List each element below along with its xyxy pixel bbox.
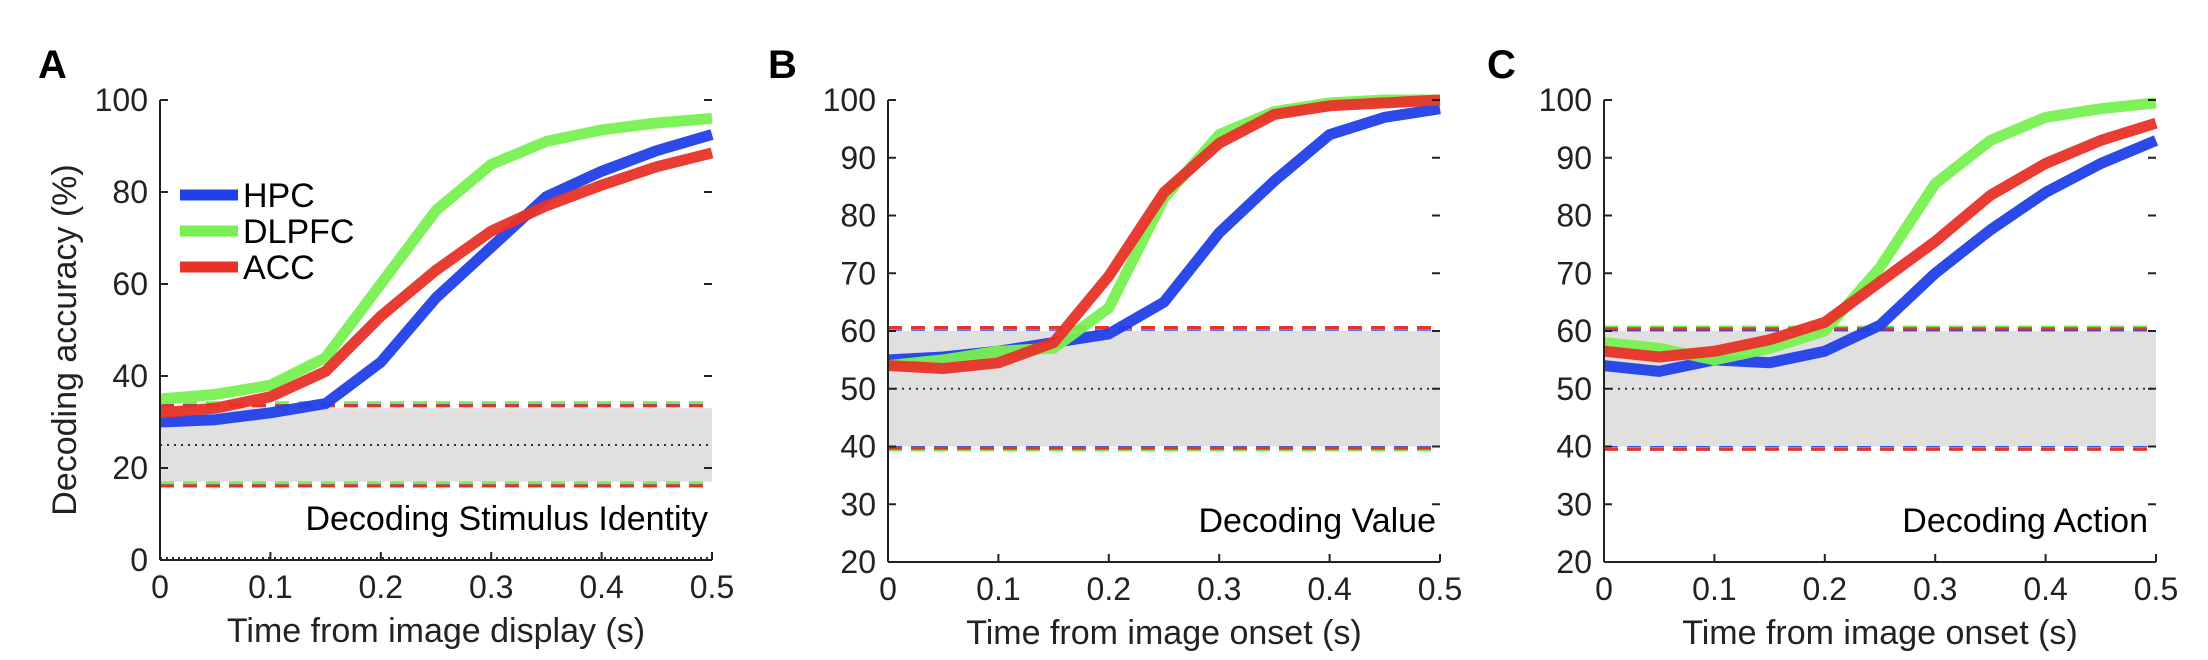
- series-line-acc: [887, 94, 1441, 374]
- series-line-dlpfc: [159, 112, 713, 405]
- series-line-hpc: [159, 129, 714, 428]
- x-tick-label: 0.1: [976, 571, 1020, 607]
- y-tick-label: 100: [95, 82, 148, 118]
- y-tick-label: 30: [1556, 486, 1592, 522]
- y-tick-label: 20: [1556, 544, 1592, 580]
- panel-c: 0 0.1 0.2 0.3 0.4 0.5 20 30 40 50 60 70 80 90 100 Time …: [1487, 43, 2178, 652]
- y-tick-label: 90: [1556, 140, 1592, 176]
- x-tick-label: 0: [879, 571, 897, 607]
- x-tick-label: 0.2: [1087, 571, 1131, 607]
- series-line-acc: [1603, 117, 2158, 363]
- y-tick-label: 70: [840, 255, 876, 291]
- x-tick-label: 0.1: [1692, 571, 1736, 607]
- panel-title: Decoding Action: [1902, 502, 2148, 540]
- x-tick-label: 0.3: [1913, 571, 1957, 607]
- series-line-dlpfc: [887, 94, 1440, 372]
- x-tick-label: 0.5: [690, 569, 734, 605]
- y-tick-label: 0: [130, 542, 148, 578]
- y-tick-label: 20: [840, 544, 876, 580]
- x-tick-label: 0.2: [359, 569, 403, 605]
- x-tick-label: 0.3: [1197, 571, 1241, 607]
- x-tick-label: 0.4: [1307, 571, 1351, 607]
- panel-letter: A: [38, 43, 67, 87]
- y-tick-label: 40: [112, 358, 148, 394]
- panel-letter: B: [768, 43, 797, 87]
- panel-letter: C: [1487, 43, 1516, 87]
- series-line-acc: [159, 147, 714, 419]
- y-tick-label: 90: [840, 140, 876, 176]
- y-tick-label: 60: [112, 266, 148, 302]
- x-tick-label: 0.5: [1418, 571, 1462, 607]
- y-tick-label: 50: [840, 371, 876, 407]
- x-axis-label: Time from image display (s): [227, 612, 645, 650]
- y-tick-label: 60: [1556, 313, 1592, 349]
- x-axis-label: Time from image onset (s): [966, 614, 1362, 652]
- x-axis-label: Time from image onset (s): [1682, 614, 2078, 652]
- legend-label-dlpfc: DLPFC: [243, 213, 354, 251]
- panel-title: Decoding Stimulus Identity: [305, 500, 708, 538]
- y-tick-label: 80: [1556, 198, 1592, 234]
- y-tick-label: 60: [840, 313, 876, 349]
- series-line-hpc: [1603, 135, 2159, 377]
- y-tick-label: 80: [112, 174, 148, 210]
- legend-label-acc: ACC: [243, 249, 315, 287]
- y-tick-label: 80: [840, 198, 876, 234]
- y-tick-label: 30: [840, 486, 876, 522]
- y-axis-label: Decoding accuracy (%): [46, 164, 84, 515]
- y-tick-label: 70: [1556, 255, 1592, 291]
- x-tick-label: 0.4: [579, 569, 623, 605]
- x-tick-label: 0: [151, 569, 169, 605]
- panel-a: 0 0.1 0.2 0.3 0.4 0.5 0 20 40 60 80 100 Time from im…: [38, 43, 734, 650]
- panel-b: 0 0.1 0.2 0.3 0.4 0.5 20 30 40 50 60 70 80 90 100 Time …: [768, 43, 1462, 652]
- y-tick-label: 40: [1556, 429, 1592, 465]
- y-tick-label: 100: [1539, 82, 1592, 118]
- y-tick-label: 20: [112, 450, 148, 486]
- x-tick-label: 0.2: [1803, 571, 1847, 607]
- x-tick-label: 0.3: [469, 569, 513, 605]
- x-tick-label: 0.4: [2023, 571, 2067, 607]
- series-line-hpc: [887, 103, 1441, 366]
- y-tick-label: 40: [840, 429, 876, 465]
- panel-title: Decoding Value: [1198, 502, 1436, 540]
- y-tick-label: 100: [823, 82, 876, 118]
- x-tick-label: 0.5: [2134, 571, 2178, 607]
- x-tick-label: 0.1: [248, 569, 292, 605]
- legend-label-hpc: HPC: [243, 177, 315, 215]
- y-tick-label: 50: [1556, 371, 1592, 407]
- x-tick-label: 0: [1595, 571, 1613, 607]
